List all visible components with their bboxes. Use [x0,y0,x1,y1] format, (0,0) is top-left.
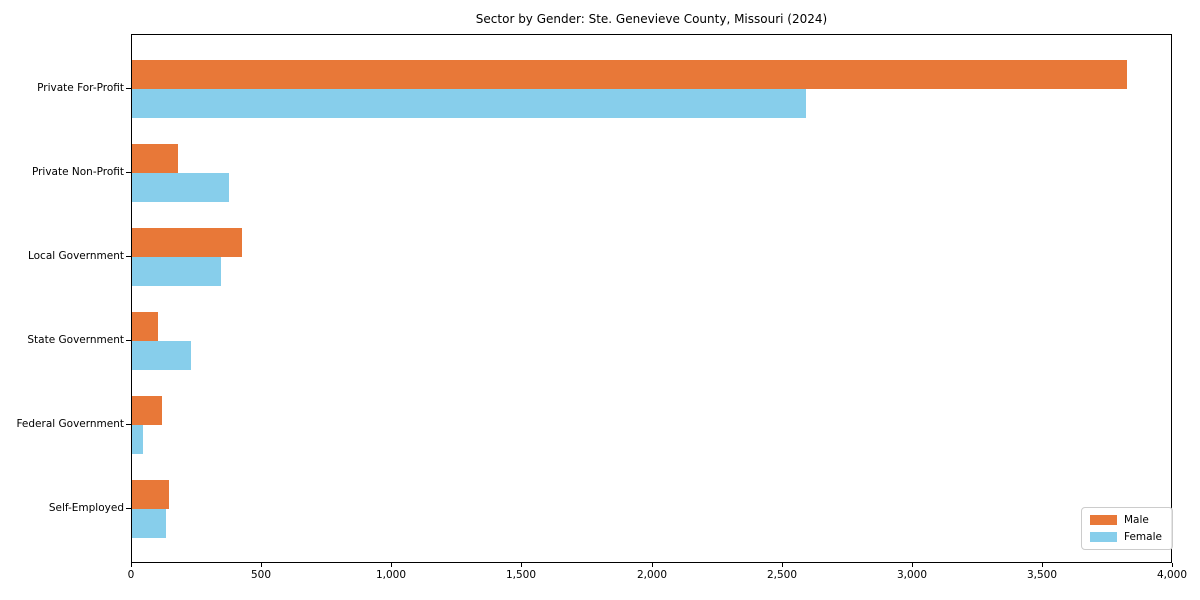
x-tick-500 [261,563,262,567]
bar-female-state-government [132,341,191,370]
legend: Male Female [1081,507,1173,550]
y-tick-private-non-profit [126,172,131,173]
plot-area: Male Female [131,34,1173,563]
y-label-self-employed: Self-Employed [48,502,124,514]
legend-label-female: Female [1124,531,1162,543]
y-tick-private-for-profit [126,88,131,89]
x-tick-1500 [521,563,522,567]
legend-entry-male: Male [1090,514,1164,526]
male-color-swatch [1090,515,1117,525]
x-label-2000: 2,000 [636,569,668,581]
x-tick-3500 [1042,563,1043,567]
bar-male-state-government [132,312,158,341]
y-label-federal-government: Federal Government [16,418,124,430]
x-label-1500: 1,500 [505,569,537,581]
x-label-3500: 3,500 [1026,569,1058,581]
y-tick-local-government [126,256,131,257]
y-tick-federal-government [126,424,131,425]
y-tick-self-employed [126,508,131,509]
y-label-private-non-profit: Private Non-Profit [31,166,124,178]
x-tick-4000 [1172,563,1173,567]
y-label-state-government: State Government [27,334,124,346]
bar-male-private-non-profit [132,144,178,173]
x-tick-1000 [391,563,392,567]
x-label-1000: 1,000 [375,569,407,581]
bar-male-local-government [132,228,242,257]
x-tick-0 [131,563,132,567]
bar-female-federal-government [132,425,143,454]
x-label-0: 0 [127,569,135,581]
x-label-4000: 4,000 [1156,569,1188,581]
y-label-private-for-profit: Private For-Profit [37,82,124,94]
x-label-3000: 3,000 [896,569,928,581]
bar-female-private-for-profit [132,89,806,118]
x-tick-2000 [652,563,653,567]
female-color-swatch [1090,532,1117,542]
x-tick-3000 [912,563,913,567]
bar-female-self-employed [132,509,166,538]
bar-male-self-employed [132,480,169,509]
chart-title: Sector by Gender: Ste. Genevieve County,… [475,12,828,26]
bar-female-local-government [132,257,221,286]
bar-female-private-non-profit [132,173,229,202]
bar-male-federal-government [132,396,162,425]
y-label-local-government: Local Government [27,250,124,262]
legend-entry-female: Female [1090,531,1164,543]
x-label-2500: 2,500 [766,569,798,581]
x-label-500: 500 [250,569,272,581]
y-tick-state-government [126,340,131,341]
legend-label-male: Male [1124,514,1149,526]
x-tick-2500 [782,563,783,567]
bar-male-private-for-profit [132,60,1127,89]
